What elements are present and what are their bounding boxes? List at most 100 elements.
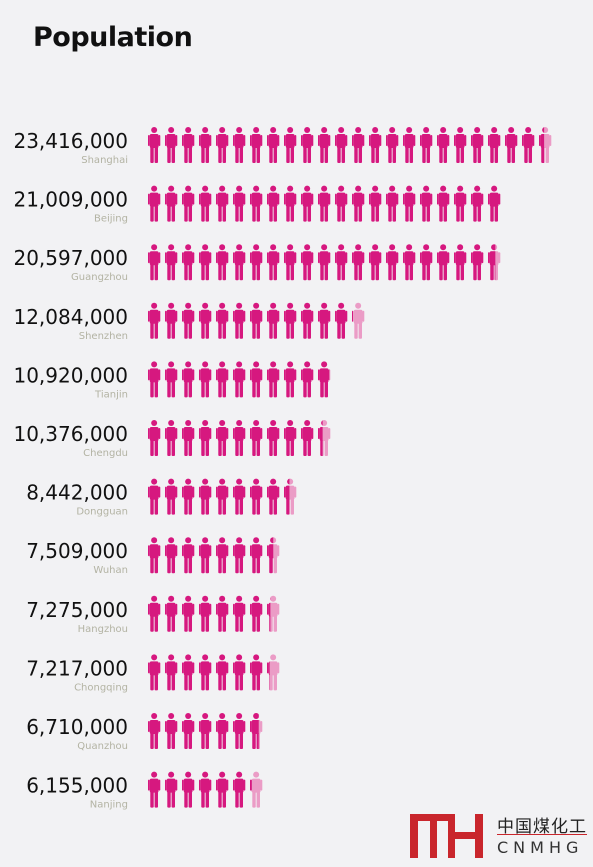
- person-icon: [216, 302, 229, 339]
- person-icon: [267, 127, 280, 163]
- person-icon: [403, 244, 416, 281]
- person-icon: [420, 127, 433, 163]
- person-icon: [471, 185, 484, 222]
- city-label: Tianjin: [94, 389, 128, 400]
- person-icon: [182, 127, 195, 163]
- partial-person-fill: [267, 661, 270, 691]
- person-icon: [199, 420, 212, 456]
- person-icon: [216, 244, 229, 281]
- person-icon: [250, 478, 263, 515]
- person-icon: [284, 127, 297, 163]
- person-icon: [284, 420, 297, 456]
- logo: [410, 808, 590, 860]
- partial-person-fill: [488, 244, 496, 281]
- person-icon: [471, 244, 484, 281]
- person-icon: [199, 771, 212, 808]
- city-label: Dongguan: [76, 507, 128, 518]
- person-icon: [148, 713, 161, 749]
- value-label: 6,710,000: [26, 715, 128, 739]
- partial-person-icon: [352, 302, 365, 339]
- person-icon: [250, 244, 263, 281]
- person-icon: [182, 302, 195, 339]
- person-icon: [216, 654, 229, 691]
- person-icon: [233, 713, 246, 749]
- person-icon: [437, 185, 450, 222]
- person-icon: [488, 185, 501, 222]
- partial-person-icon: [250, 771, 263, 808]
- value-label: 7,275,000: [26, 598, 128, 622]
- person-icon: [250, 537, 263, 574]
- person-icon: [250, 361, 263, 398]
- person-icon: [165, 595, 178, 632]
- person-icon: [318, 127, 331, 163]
- person-icon: [216, 185, 229, 222]
- city-label: Wuhan: [93, 565, 128, 576]
- person-icon: [182, 244, 195, 281]
- partial-person-fill: [250, 713, 259, 749]
- person-icon: [216, 361, 229, 398]
- person-icon: [165, 127, 178, 163]
- person-icon: [148, 185, 161, 222]
- person-icon: [165, 713, 178, 749]
- person-icon: [335, 185, 348, 222]
- person-icon: [165, 420, 178, 456]
- person-icon: [233, 595, 246, 632]
- person-icon: [148, 302, 161, 339]
- person-icon: [216, 420, 229, 456]
- city-label: Quanzhou: [77, 741, 128, 752]
- person-icon: [522, 127, 535, 163]
- person-icon: [284, 361, 297, 398]
- partial-person-fill: [267, 597, 271, 632]
- person-icon: [250, 185, 263, 222]
- person-icon: [148, 361, 161, 398]
- logo-mark: [410, 814, 483, 858]
- value-label: 10,376,000: [13, 422, 128, 446]
- value-label: 12,084,000: [13, 305, 128, 329]
- person-icon: [233, 244, 246, 281]
- person-icon: [233, 361, 246, 398]
- person-icon: [420, 244, 433, 281]
- person-icon: [250, 595, 263, 632]
- person-icon: [386, 127, 399, 163]
- partial-person-fill: [250, 779, 252, 792]
- person-icon: [250, 420, 263, 456]
- person-icon: [471, 127, 484, 163]
- person-icon: [335, 302, 348, 339]
- person-icon: [318, 244, 331, 281]
- city-label: Nanjing: [90, 800, 128, 811]
- person-icon: [165, 185, 178, 222]
- person-icon: [369, 185, 382, 222]
- value-label: 20,597,000: [13, 246, 128, 270]
- person-icon: [267, 244, 280, 281]
- person-icon: [318, 302, 331, 339]
- person-icon: [199, 361, 212, 398]
- person-icon: [148, 420, 161, 456]
- logo-text-cn: 中国煤化工: [497, 817, 587, 837]
- person-icon: [233, 771, 246, 808]
- person-icon: [148, 771, 161, 808]
- person-icon: [403, 127, 416, 163]
- partial-person-fill: [318, 361, 330, 398]
- person-icon: [386, 185, 399, 222]
- person-icon: [318, 185, 331, 222]
- person-icon: [301, 185, 314, 222]
- person-icon: [199, 185, 212, 222]
- person-icon: [437, 127, 450, 163]
- person-icon: [216, 595, 229, 632]
- person-icon: [284, 185, 297, 222]
- person-icon: [301, 361, 314, 398]
- person-icon: [182, 654, 195, 691]
- person-icon: [199, 244, 212, 281]
- logo-divider: [497, 834, 587, 835]
- person-icon: [301, 127, 314, 163]
- person-icon: [199, 127, 212, 163]
- person-icon: [454, 127, 467, 163]
- person-icon: [233, 127, 246, 163]
- person-icon: [233, 185, 246, 222]
- person-icon: [505, 127, 518, 163]
- person-icon: [165, 654, 178, 691]
- person-icon: [182, 478, 195, 515]
- person-icon: [301, 420, 314, 456]
- partial-person-fill: [284, 478, 290, 515]
